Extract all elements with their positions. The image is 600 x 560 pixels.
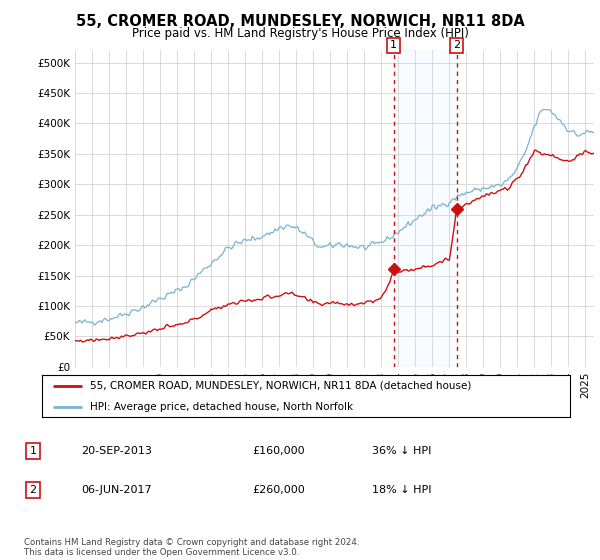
- Text: 55, CROMER ROAD, MUNDESLEY, NORWICH, NR11 8DA: 55, CROMER ROAD, MUNDESLEY, NORWICH, NR1…: [76, 14, 524, 29]
- Text: 1: 1: [29, 446, 37, 456]
- Text: 55, CROMER ROAD, MUNDESLEY, NORWICH, NR11 8DA (detached house): 55, CROMER ROAD, MUNDESLEY, NORWICH, NR1…: [89, 381, 471, 391]
- Text: 2: 2: [29, 485, 37, 495]
- Text: HPI: Average price, detached house, North Norfolk: HPI: Average price, detached house, Nort…: [89, 402, 353, 412]
- Text: 2: 2: [453, 40, 460, 50]
- Text: 06-JUN-2017: 06-JUN-2017: [81, 485, 152, 495]
- Text: Contains HM Land Registry data © Crown copyright and database right 2024.
This d: Contains HM Land Registry data © Crown c…: [24, 538, 359, 557]
- Text: 36% ↓ HPI: 36% ↓ HPI: [372, 446, 431, 456]
- Text: 1: 1: [390, 40, 397, 50]
- Text: 20-SEP-2013: 20-SEP-2013: [81, 446, 152, 456]
- Text: £160,000: £160,000: [252, 446, 305, 456]
- Bar: [394, 50, 457, 367]
- Text: £260,000: £260,000: [252, 485, 305, 495]
- Text: Price paid vs. HM Land Registry's House Price Index (HPI): Price paid vs. HM Land Registry's House …: [131, 27, 469, 40]
- Text: 18% ↓ HPI: 18% ↓ HPI: [372, 485, 431, 495]
